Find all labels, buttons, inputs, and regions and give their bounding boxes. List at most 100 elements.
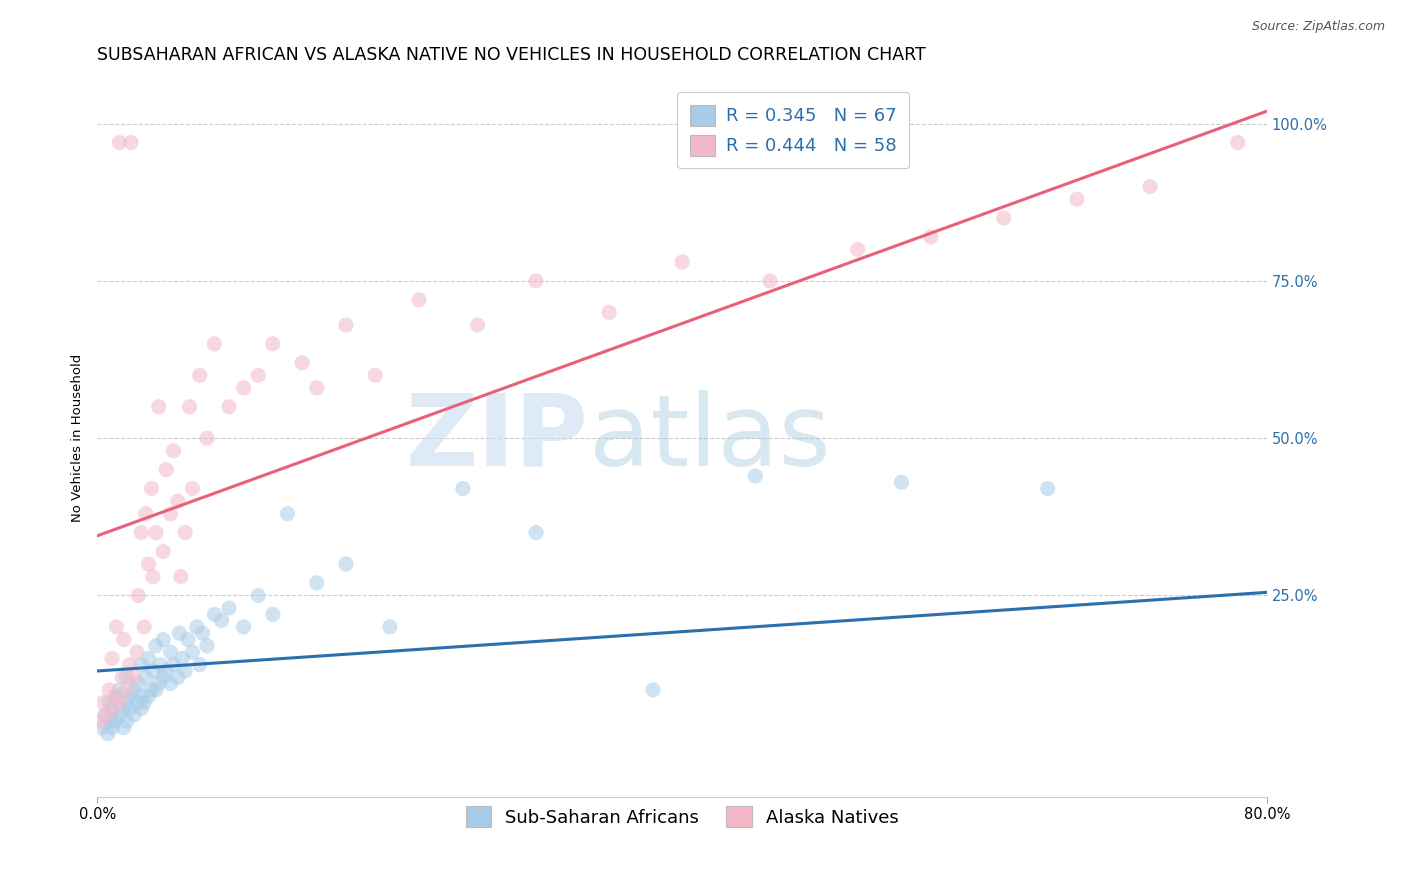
Point [232, 620, 254, 634]
Point [166, 670, 188, 684]
Text: ZIP: ZIP [406, 390, 589, 487]
Point [145, 639, 167, 653]
Point [262, 337, 284, 351]
Point [174, 664, 197, 678]
Legend: Sub-Saharan Africans, Alaska Natives: Sub-Saharan Africans, Alaska Natives [458, 799, 905, 834]
Point [145, 525, 167, 540]
Point [744, 469, 766, 483]
Point [129, 702, 152, 716]
Point [378, 620, 401, 634]
Point [101, 651, 124, 665]
Point [218, 601, 240, 615]
Point [211, 614, 233, 628]
Point [1226, 136, 1249, 150]
Point [335, 557, 357, 571]
Point [138, 689, 160, 703]
Point [152, 670, 174, 684]
Point [97, 727, 120, 741]
Point [408, 293, 430, 307]
Point [129, 689, 152, 703]
Point [276, 507, 298, 521]
Point [134, 620, 156, 634]
Point [122, 670, 145, 684]
Point [127, 676, 149, 690]
Point [108, 682, 131, 697]
Point [162, 657, 184, 672]
Point [335, 318, 357, 332]
Point [305, 575, 328, 590]
Point [202, 607, 225, 622]
Point [186, 620, 208, 634]
Point [305, 381, 328, 395]
Point [671, 255, 693, 269]
Point [138, 557, 160, 571]
Point [181, 482, 204, 496]
Point [191, 626, 214, 640]
Point [451, 482, 474, 496]
Point [148, 676, 170, 690]
Point [91, 695, 114, 709]
Point [188, 368, 211, 383]
Point [152, 544, 174, 558]
Point [118, 702, 141, 716]
Point [135, 670, 157, 684]
Point [108, 708, 131, 723]
Point [105, 620, 128, 634]
Point [115, 670, 138, 684]
Point [218, 400, 240, 414]
Point [641, 682, 664, 697]
Point [1036, 482, 1059, 496]
Point [120, 136, 142, 150]
Point [169, 626, 191, 640]
Point [98, 695, 121, 709]
Point [1066, 192, 1088, 206]
Point [159, 676, 181, 690]
Point [364, 368, 387, 383]
Point [141, 682, 163, 697]
Point [90, 721, 112, 735]
Text: SUBSAHARAN AFRICAN VS ALASKA NATIVE NO VEHICLES IN HOUSEHOLD CORRELATION CHART: SUBSAHARAN AFRICAN VS ALASKA NATIVE NO V… [97, 46, 927, 64]
Point [112, 632, 135, 647]
Point [118, 657, 141, 672]
Point [98, 682, 121, 697]
Point [129, 657, 152, 672]
Point [125, 645, 148, 659]
Point [93, 708, 115, 723]
Point [108, 695, 131, 709]
Point [101, 702, 124, 716]
Point [148, 400, 170, 414]
Point [115, 695, 138, 709]
Point [145, 682, 167, 697]
Text: Source: ZipAtlas.com: Source: ZipAtlas.com [1251, 20, 1385, 33]
Point [89, 714, 111, 729]
Point [96, 708, 118, 723]
Point [142, 569, 165, 583]
Point [166, 494, 188, 508]
Point [134, 695, 156, 709]
Y-axis label: No Vehicles in Household: No Vehicles in Household [72, 354, 84, 523]
Point [195, 639, 218, 653]
Point [141, 482, 163, 496]
Point [122, 708, 145, 723]
Point [170, 569, 193, 583]
Point [262, 607, 284, 622]
Point [159, 507, 181, 521]
Point [100, 714, 122, 729]
Point [247, 589, 270, 603]
Point [177, 632, 200, 647]
Point [174, 525, 197, 540]
Point [202, 337, 225, 351]
Point [112, 721, 135, 735]
Point [120, 689, 142, 703]
Point [598, 305, 620, 319]
Text: atlas: atlas [589, 390, 831, 487]
Point [138, 651, 160, 665]
Point [846, 243, 869, 257]
Point [759, 274, 782, 288]
Point [104, 689, 127, 703]
Point [920, 230, 942, 244]
Point [890, 475, 912, 490]
Point [188, 657, 211, 672]
Point [111, 670, 134, 684]
Point [111, 702, 134, 716]
